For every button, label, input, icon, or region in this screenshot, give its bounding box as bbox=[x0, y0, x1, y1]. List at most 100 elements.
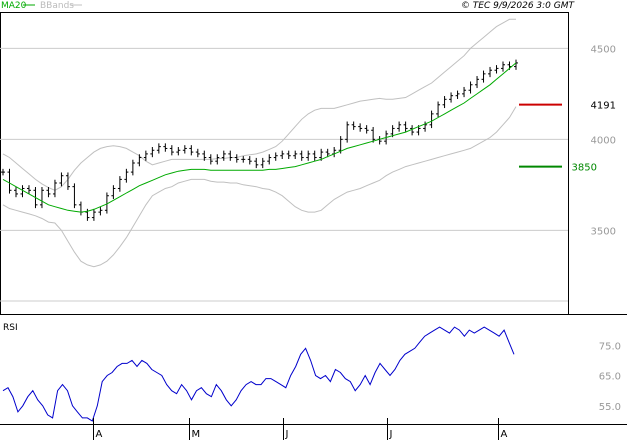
key-levels: 4191 3850 bbox=[519, 101, 616, 174]
ma20-path bbox=[2, 62, 517, 213]
price-bar bbox=[137, 154, 142, 167]
rsi-path bbox=[2, 326, 515, 422]
price-bar bbox=[325, 148, 330, 158]
price-bar bbox=[280, 150, 285, 159]
price-bar bbox=[306, 150, 311, 161]
x-tick-label: A bbox=[501, 429, 508, 440]
price-bar bbox=[410, 125, 415, 136]
price-bar bbox=[364, 125, 369, 134]
price-bar bbox=[189, 145, 194, 156]
price-bar bbox=[429, 110, 434, 129]
price-bar bbox=[358, 123, 363, 132]
price-bar bbox=[345, 121, 350, 143]
ma20-line bbox=[2, 62, 517, 213]
x-tick-label: J bbox=[285, 429, 289, 440]
price-bar bbox=[7, 168, 12, 194]
price-bar bbox=[202, 150, 207, 161]
price-bar bbox=[1, 168, 5, 176]
price-bar bbox=[13, 187, 18, 198]
price-bar bbox=[338, 136, 343, 154]
price-bar bbox=[481, 70, 486, 83]
price-bar bbox=[423, 121, 428, 132]
price-bar bbox=[494, 65, 499, 74]
price-bar bbox=[215, 154, 220, 165]
price-bar bbox=[124, 168, 129, 183]
price-bar bbox=[52, 179, 57, 198]
price-bar bbox=[403, 121, 408, 132]
price-bar bbox=[143, 150, 148, 161]
price-bar bbox=[501, 61, 506, 72]
price-bar bbox=[156, 143, 161, 154]
price-bar bbox=[286, 150, 291, 159]
price-bar bbox=[319, 148, 324, 161]
price-bar bbox=[436, 101, 441, 118]
price-bar bbox=[351, 121, 356, 130]
price-bar bbox=[475, 76, 480, 89]
bband-lower bbox=[2, 106, 517, 268]
price-bar bbox=[221, 150, 226, 161]
bband-upper bbox=[2, 18, 516, 191]
price-panel-frame bbox=[0, 12, 569, 315]
rsi-tick-label: 65.0 bbox=[599, 372, 621, 383]
price-bar bbox=[299, 150, 304, 161]
price-bar bbox=[488, 66, 493, 78]
price-bar bbox=[150, 146, 155, 158]
bbands-legend-label: BBands bbox=[40, 1, 74, 11]
price-bar bbox=[455, 90, 460, 99]
price-bar bbox=[20, 185, 25, 198]
rsi-panel-title: RSI bbox=[3, 323, 18, 333]
price-bar bbox=[312, 150, 317, 161]
price-bar bbox=[117, 176, 122, 192]
price-bar bbox=[267, 154, 272, 165]
price-bar bbox=[247, 156, 252, 165]
price-bar bbox=[449, 92, 454, 103]
ma20-legend-label: MA20 bbox=[1, 1, 27, 11]
price-bar bbox=[514, 59, 518, 70]
support-level-label: 3850 bbox=[572, 163, 597, 174]
price-bar bbox=[397, 121, 402, 132]
price-bar bbox=[390, 125, 395, 138]
rsi-axis-ticks: 75.0 65.0 55.0 bbox=[599, 341, 621, 413]
price-bar bbox=[98, 207, 103, 216]
price-bar bbox=[371, 126, 376, 143]
price-bar bbox=[65, 172, 70, 190]
resistance-level-label: 4191 bbox=[591, 101, 616, 112]
price-tick-label: 3500 bbox=[591, 226, 616, 237]
price-bar bbox=[462, 86, 467, 98]
rsi-line bbox=[2, 326, 515, 422]
price-bar bbox=[46, 187, 51, 198]
price-bar bbox=[182, 145, 187, 154]
price-bar bbox=[468, 81, 473, 94]
bollinger-bands bbox=[2, 18, 517, 268]
price-bar bbox=[91, 208, 96, 221]
rsi-tick-label: 55.0 bbox=[599, 402, 621, 413]
price-bar bbox=[104, 192, 109, 214]
price-bar bbox=[195, 148, 200, 158]
price-bar bbox=[26, 185, 31, 194]
price-bar bbox=[72, 183, 77, 209]
price-bar bbox=[59, 172, 64, 187]
price-bar bbox=[254, 157, 259, 169]
price-axis-ticks: 4500 4000 3500 bbox=[591, 44, 616, 237]
price-tick-label: 4000 bbox=[591, 135, 616, 146]
price-bar bbox=[163, 143, 168, 152]
price-bar bbox=[111, 185, 116, 200]
price-bar bbox=[169, 145, 174, 156]
price-tick-label: 4500 bbox=[591, 44, 616, 55]
price-bars bbox=[1, 59, 518, 221]
price-bar bbox=[241, 156, 246, 163]
price-bar bbox=[273, 152, 278, 161]
price-bar bbox=[332, 146, 337, 158]
price-bar bbox=[228, 150, 233, 161]
price-bar bbox=[176, 146, 181, 156]
price-bar bbox=[39, 187, 44, 209]
copyright-text: © TEC 9/9/2026 3:0 GMT bbox=[461, 1, 576, 11]
x-tick-label: A bbox=[96, 429, 103, 440]
x-tick-label: M bbox=[192, 429, 201, 440]
rsi-tick-label: 75.0 bbox=[599, 341, 621, 352]
price-bar bbox=[442, 96, 447, 109]
price-bar bbox=[78, 201, 83, 216]
price-bar bbox=[377, 136, 382, 145]
